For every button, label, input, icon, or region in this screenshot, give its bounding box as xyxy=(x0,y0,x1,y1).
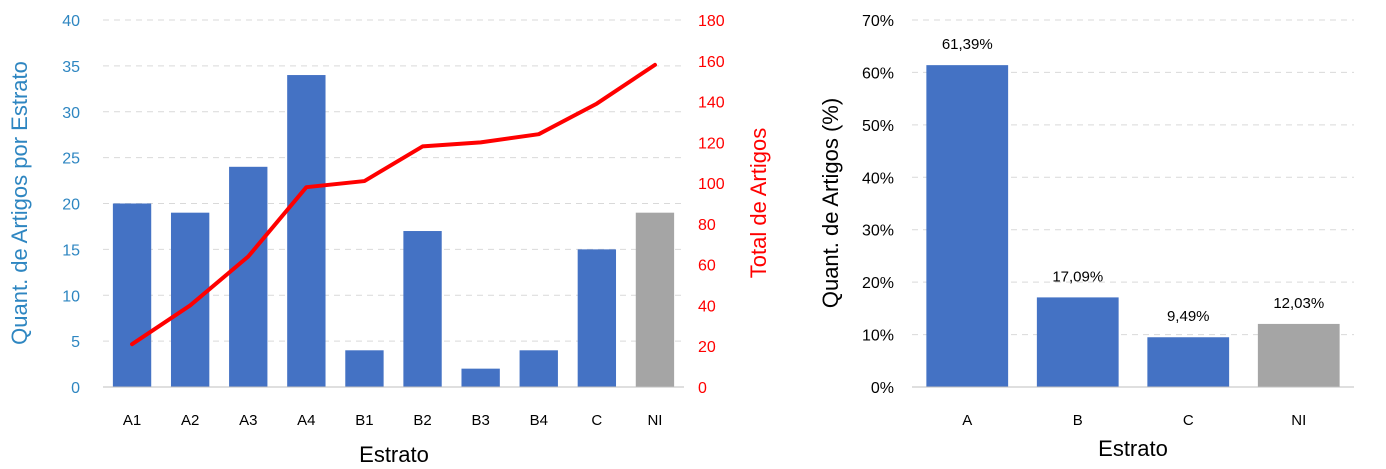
chart1-bar-ni xyxy=(635,212,675,387)
chart2-data-label: 17,09% xyxy=(1052,268,1103,285)
chart1-bar-a1 xyxy=(112,203,152,387)
chart-estrato-percent: 61,39% 17,09% 9,49% 12,03% 0% 10% 20% 30% 40% 50… xyxy=(818,13,1354,461)
chart1-x-tick-label: NI xyxy=(647,412,662,429)
chart2-y-tick-label: 40% xyxy=(862,170,894,187)
chart1-y2-tick-labels: 0 20 40 60 80 100 120 140 160 180 xyxy=(698,13,725,397)
chart1-bar-b2 xyxy=(403,231,442,387)
chart1-bar-b3 xyxy=(461,368,500,387)
chart1-x-tick-label: B3 xyxy=(471,412,489,429)
chart2-x-axis-title: Estrato xyxy=(1098,436,1168,461)
chart2-y-tick-label: 70% xyxy=(862,13,894,30)
chart2-data-labels: 61,39% 17,09% 9,49% 12,03% xyxy=(942,36,1324,325)
chart2-x-tick-label: B xyxy=(1073,412,1083,429)
chart2-bars xyxy=(926,65,1340,388)
chart1-y-tick-labels: 0 5 10 15 20 25 30 35 40 xyxy=(62,13,80,397)
chart2-bar-c xyxy=(1147,337,1230,387)
chart2-y-tick-label: 20% xyxy=(862,275,894,292)
chart2-data-label: 9,49% xyxy=(1167,308,1210,325)
chart1-y-tick-label: 15 xyxy=(62,242,80,259)
chart1-y-tick-label: 20 xyxy=(62,197,80,214)
chart1-x-axis-title: Estrato xyxy=(359,442,429,464)
chart2-y-tick-label: 10% xyxy=(862,328,894,345)
chart1-bar-a4 xyxy=(287,75,326,388)
chart2-gridlines xyxy=(912,19,1354,336)
chart2-bar-b xyxy=(1036,297,1119,387)
chart2-x-tick-label: A xyxy=(962,412,972,429)
chart2-x-tick-label: C xyxy=(1183,412,1194,429)
chart1-y-axis-title: Quant. de Artigos por Estrato xyxy=(7,61,32,345)
chart1-y2-tick-label: 60 xyxy=(698,258,716,275)
chart1-x-tick-label: A3 xyxy=(239,412,257,429)
chart1-cumulative-line xyxy=(130,62,657,347)
chart1-y-tick-label: 0 xyxy=(71,380,80,397)
chart1-y2-axis-title: Total de Artigos xyxy=(746,128,771,278)
chart1-x-tick-labels: A1 A2 A3 A4 B1 B2 B3 B4 C NI xyxy=(123,412,663,429)
chart1-y-tick-label: 5 xyxy=(71,334,80,351)
chart2-y-tick-label: 30% xyxy=(862,223,894,240)
chart2-y-tick-label: 60% xyxy=(862,65,894,82)
chart1-bar-b1 xyxy=(345,350,384,387)
chart1-x-tick-label: A1 xyxy=(123,412,141,429)
chart1-bar-a3 xyxy=(229,166,268,387)
chart1-y2-tick-label: 140 xyxy=(698,95,725,112)
chart1-y2-tick-label: 40 xyxy=(698,298,716,315)
chart2-y-tick-label: 0% xyxy=(871,380,894,397)
chart1-x-tick-label: C xyxy=(591,412,602,429)
chart1-x-tick-label: B2 xyxy=(413,412,431,429)
chart1-y2-tick-label: 80 xyxy=(698,217,716,234)
chart2-x-tick-labels: A B C NI xyxy=(962,412,1306,429)
chart1-y2-tick-label: 0 xyxy=(698,380,707,397)
chart1-y-tick-label: 30 xyxy=(62,105,80,122)
chart1-y2-tick-label: 160 xyxy=(698,54,725,71)
chart1-y2-tick-label: 120 xyxy=(698,135,725,152)
chart2-y-tick-label: 50% xyxy=(862,118,894,135)
chart1-x-tick-label: A2 xyxy=(181,412,199,429)
chart1-bar-c xyxy=(577,249,617,387)
chart1-y-tick-label: 35 xyxy=(62,59,80,76)
chart2-bar-a xyxy=(926,65,1009,388)
chart2-bar-ni xyxy=(1257,323,1340,387)
chart1-y2-tick-label: 180 xyxy=(698,13,725,30)
chart1-x-tick-label: B4 xyxy=(530,412,548,429)
chart1-bars xyxy=(112,75,675,388)
chart1-x-tick-label: B1 xyxy=(355,412,373,429)
chart2-data-label: 61,39% xyxy=(942,36,993,53)
chart1-line-series xyxy=(130,62,657,347)
chart2-y-tick-labels: 0% 10% 20% 30% 40% 50% 60% 70% xyxy=(862,13,894,397)
chart1-x-tick-label: A4 xyxy=(297,412,315,429)
chart1-y2-tick-label: 20 xyxy=(698,339,716,356)
chart1-y-tick-label: 40 xyxy=(62,13,80,30)
chart2-data-label: 12,03% xyxy=(1273,295,1324,312)
chart1-bar-b4 xyxy=(519,350,558,387)
chart1-y2-tick-label: 100 xyxy=(698,176,725,193)
chart1-bar-a2 xyxy=(170,212,210,387)
chart2-y-axis-title: Quant. de Artigos (%) xyxy=(818,98,843,308)
chart1-y-tick-label: 10 xyxy=(62,288,80,305)
chart2-x-tick-label: NI xyxy=(1291,412,1306,429)
chart1-y-tick-label: 25 xyxy=(62,151,80,168)
chart-estrato-count: 0 5 10 15 20 25 30 35 40 0 20 40 60 80 100 120 140 160 18… xyxy=(7,13,771,467)
